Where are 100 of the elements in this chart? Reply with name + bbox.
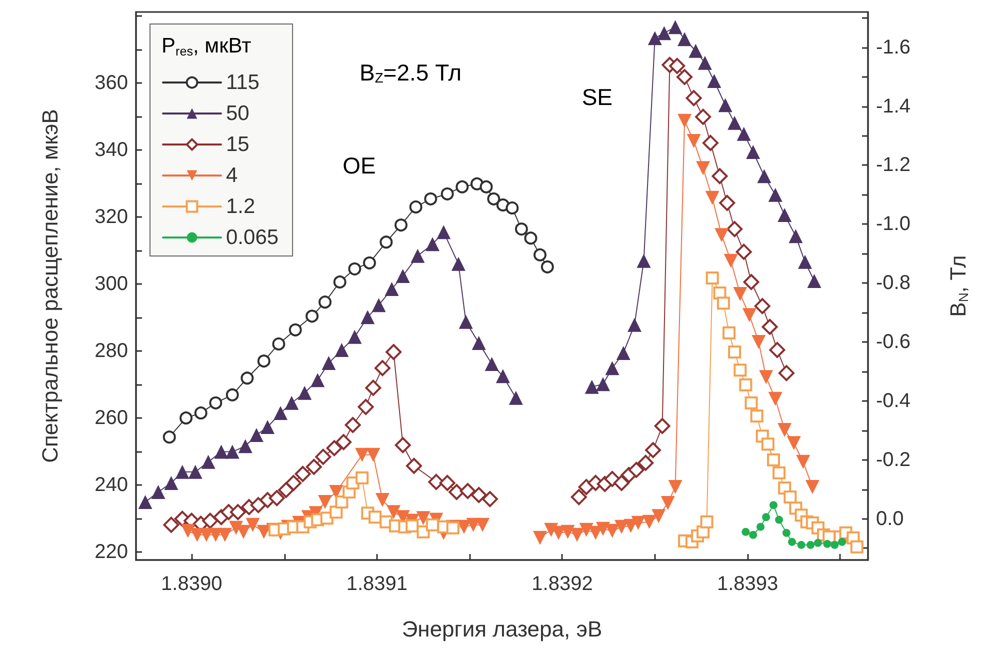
point <box>742 528 750 536</box>
point <box>772 466 786 480</box>
point <box>436 225 451 240</box>
point <box>722 326 736 340</box>
point <box>814 538 822 547</box>
point <box>506 201 519 214</box>
legend-label: 0.065 <box>226 226 279 249</box>
point <box>318 296 332 309</box>
y2-tick-label: -1.6 <box>876 36 910 58</box>
point <box>616 346 630 360</box>
point <box>736 244 752 260</box>
point <box>322 356 336 370</box>
point <box>298 386 312 400</box>
point <box>788 538 796 546</box>
point <box>272 337 286 350</box>
x-tick-label: 1.8391 <box>346 573 408 595</box>
point <box>424 192 438 206</box>
point <box>428 474 444 490</box>
point <box>225 444 240 459</box>
legend-label: 115 <box>226 71 260 94</box>
y-tick-label: 360 <box>94 72 128 94</box>
point <box>164 476 178 490</box>
point <box>138 495 152 510</box>
point <box>372 298 386 312</box>
point <box>226 388 239 402</box>
point <box>540 260 554 274</box>
point <box>584 380 599 394</box>
point <box>806 540 815 549</box>
point <box>240 372 254 385</box>
point <box>394 218 408 232</box>
y-tick-label: 220 <box>94 540 128 563</box>
point <box>335 496 348 509</box>
point <box>766 453 780 466</box>
point <box>180 411 193 424</box>
point <box>700 515 714 528</box>
point <box>458 314 473 329</box>
point <box>743 274 760 290</box>
point <box>778 208 792 222</box>
point <box>797 540 806 549</box>
y-tick-label: 320 <box>94 206 128 228</box>
y2-tick-label: -1.4 <box>876 95 910 118</box>
y2-tick-label: -0.2 <box>876 448 910 471</box>
point <box>534 248 546 262</box>
point <box>188 464 202 479</box>
point <box>496 369 510 384</box>
point <box>769 501 778 510</box>
y-tick-label: 240 <box>94 474 128 496</box>
point <box>260 420 275 434</box>
point <box>688 44 703 58</box>
point <box>456 180 469 194</box>
point <box>484 357 499 372</box>
point <box>570 489 587 506</box>
point <box>778 365 794 382</box>
point <box>374 360 390 376</box>
point <box>278 482 294 498</box>
legend-label: 15 <box>226 133 250 156</box>
point <box>257 354 270 368</box>
point <box>524 232 538 245</box>
point <box>394 437 411 454</box>
point <box>757 169 772 184</box>
point <box>201 454 216 469</box>
point <box>348 330 362 344</box>
point <box>482 491 498 508</box>
point <box>230 504 246 520</box>
point <box>761 438 774 451</box>
point <box>163 516 180 533</box>
point <box>460 483 476 499</box>
point <box>638 454 654 471</box>
point <box>202 512 218 529</box>
point <box>648 31 662 46</box>
point <box>348 262 362 276</box>
point <box>249 428 264 442</box>
point <box>358 398 374 415</box>
x-tick-label: 1.8392 <box>532 573 593 595</box>
point <box>739 378 752 392</box>
point <box>315 448 332 465</box>
point <box>654 418 670 434</box>
point <box>448 484 465 500</box>
point <box>719 194 736 211</box>
point <box>451 256 466 271</box>
x-tick-label: 1.8390 <box>161 573 222 595</box>
point <box>850 540 864 554</box>
legend-label: 1.2 <box>226 195 256 218</box>
point <box>151 485 166 499</box>
y-tick-label: 300 <box>94 272 128 295</box>
point <box>238 439 252 454</box>
point <box>360 310 375 324</box>
point <box>657 26 672 40</box>
point <box>728 345 742 358</box>
point <box>409 200 422 214</box>
point <box>718 98 732 112</box>
point <box>250 497 266 514</box>
legend-label: 4 <box>226 164 238 187</box>
point <box>396 268 410 283</box>
point <box>596 377 610 392</box>
point <box>762 513 770 522</box>
point <box>678 32 692 46</box>
point <box>334 342 349 357</box>
point <box>344 417 361 434</box>
point <box>363 256 376 270</box>
